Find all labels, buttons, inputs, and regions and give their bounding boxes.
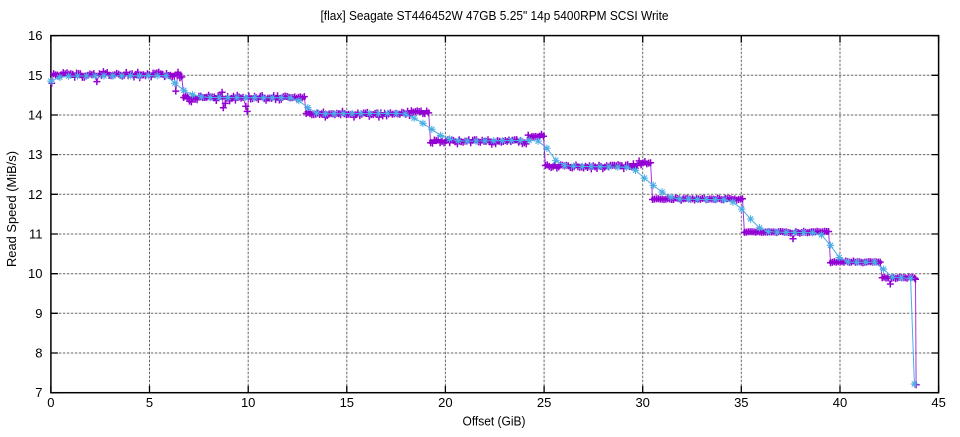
svg-text:0: 0 (47, 395, 54, 410)
svg-text:16: 16 (28, 28, 42, 43)
svg-text:30: 30 (635, 395, 649, 410)
svg-text:7: 7 (35, 385, 42, 400)
svg-text:9: 9 (35, 306, 42, 321)
svg-text:12: 12 (28, 187, 42, 202)
svg-text:Read Speed (MiB/s): Read Speed (MiB/s) (4, 151, 19, 267)
svg-text:11: 11 (29, 227, 43, 242)
svg-text:40: 40 (833, 395, 847, 410)
svg-text:[flax] Seagate ST446452W 47GB: [flax] Seagate ST446452W 47GB 5.25" 14p … (321, 8, 669, 23)
svg-text:25: 25 (537, 395, 551, 410)
svg-text:10: 10 (28, 266, 42, 281)
svg-text:15: 15 (28, 68, 42, 83)
svg-text:15: 15 (340, 395, 354, 410)
svg-text:20: 20 (438, 395, 452, 410)
svg-text:14: 14 (28, 108, 42, 123)
svg-text:Offset (GiB): Offset (GiB) (463, 414, 526, 429)
svg-text:13: 13 (28, 147, 42, 162)
svg-text:45: 45 (931, 395, 945, 410)
svg-text:10: 10 (241, 395, 255, 410)
svg-text:5: 5 (146, 395, 153, 410)
svg-text:8: 8 (35, 346, 42, 361)
svg-text:35: 35 (734, 395, 748, 410)
